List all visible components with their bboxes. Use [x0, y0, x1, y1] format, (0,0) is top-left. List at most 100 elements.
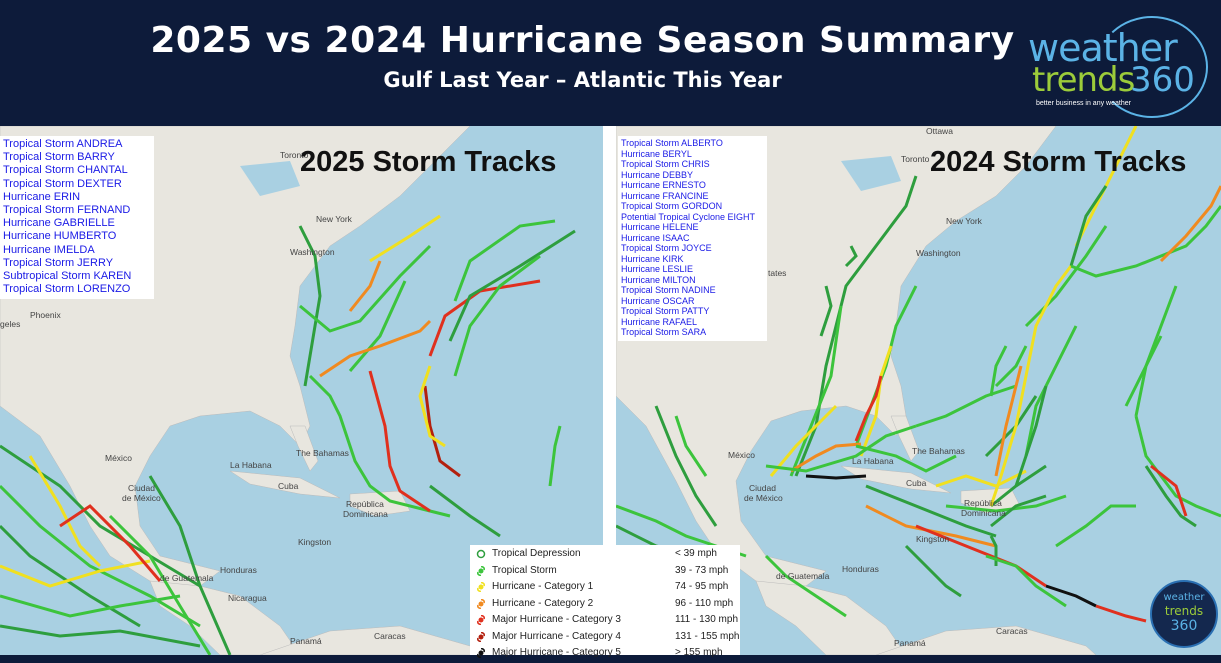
place-honduras: Honduras	[220, 565, 257, 575]
place-dominicana: Dominicana	[961, 508, 1006, 518]
logo-word-trends: trends	[1032, 60, 1135, 100]
place-de-mexico: de México	[122, 493, 161, 503]
storm-list-item: Tropical Storm ANDREA	[3, 138, 123, 150]
place-bahamas: The Bahamas	[912, 446, 965, 456]
storm-list-item: Tropical Storm DEXTER	[3, 177, 122, 190]
legend-row: Major Hurricane - Category 4 131 - 155 mp…	[470, 631, 740, 647]
storm-list-item: Hurricane ERNESTO	[621, 180, 706, 190]
storm-list-item: Tropical Storm NADINE	[621, 285, 716, 295]
storm-list-item: Tropical Storm JERRY	[3, 256, 114, 269]
place-bahamas: The Bahamas	[296, 448, 349, 458]
logo-word-360: 360	[1130, 60, 1195, 100]
place-toronto: Toronto	[280, 150, 309, 160]
legend-speed: 131 - 155 mph	[675, 630, 740, 642]
place-panama: Panamá	[894, 638, 926, 648]
place-angeles: geles	[0, 319, 21, 329]
storm-list-item: Tropical Storm ALBERTO	[621, 138, 723, 148]
intensity-legend: Tropical Depression < 39 mph Tropical Stor…	[470, 545, 740, 658]
hurricane-swirl-icon	[477, 615, 485, 625]
storm-list-2025: Tropical Storm ANDREA Tropical Storm BARR…	[0, 136, 154, 300]
hurricane-swirl-icon	[477, 598, 485, 609]
place-caracas: Caracas	[996, 626, 1028, 636]
weathertrends360-badge: weather trends 360	[1150, 580, 1218, 648]
hurricane-swirl-icon	[477, 582, 485, 592]
place-nicaragua: Nicaragua	[228, 593, 267, 603]
hurricane-swirl-icon	[477, 565, 485, 576]
place-guatemala: de Guatemala	[776, 571, 830, 581]
place-caracas: Caracas	[374, 631, 406, 641]
storm-list-item: Tropical Storm JOYCE	[621, 243, 712, 253]
storm-list-item: Hurricane MILTON	[621, 274, 696, 285]
map-2025-title: 2025 Storm Tracks	[300, 146, 557, 178]
storm-list-item: Tropical Storm LORENZO	[3, 283, 131, 296]
storm-list-item: Tropical Storm CHANTAL	[3, 164, 128, 177]
storm-list-item: Tropical Storm CHRIS	[621, 159, 710, 169]
place-washington: Washington	[290, 247, 335, 257]
storm-list-item: Hurricane HUMBERTO	[3, 230, 117, 243]
storm-list-item: Hurricane IMELDA	[3, 243, 95, 256]
logo-tagline: better business in any weather	[1036, 100, 1131, 107]
place-republica: República	[964, 498, 1002, 508]
place-la-habana: La Habana	[852, 456, 894, 466]
storm-list-item: Hurricane FRANCINE	[621, 190, 709, 201]
storm-list-item: Hurricane HELENE	[621, 222, 699, 232]
storm-list-item: Hurricane KIRK	[621, 253, 684, 264]
legend-row: Major Hurricane - Category 3 111 - 130 mp…	[470, 614, 740, 630]
legend-speed: < 39 mph	[675, 548, 717, 559]
storm-list-item: Hurricane BERYL	[621, 148, 692, 159]
storm-list-item: Hurricane ERIN	[3, 190, 81, 203]
legend-label: Major Hurricane - Category 3	[492, 614, 621, 625]
legend-speed: 74 - 95 mph	[675, 581, 729, 592]
storm-list-item: Hurricane RAFAEL	[621, 316, 698, 327]
map-divider	[603, 126, 616, 655]
place-new-york: New York	[946, 216, 982, 226]
storm-list-item: Tropical Storm GORDON	[621, 201, 723, 211]
storm-list-item: Hurricane ISAAC	[621, 232, 690, 243]
place-phoenix: Phoenix	[30, 310, 61, 320]
storm-list-item: Subtropical Storm KAREN	[3, 270, 132, 283]
place-dominicana: Dominicana	[343, 509, 388, 519]
legend-row: Hurricane - Category 2 96 - 110 mph	[470, 598, 740, 614]
place-kingston: Kingston	[916, 534, 950, 544]
legend-row: Major Hurricane - Category 5 > 155 mph	[470, 647, 740, 663]
storm-list-item: Hurricane LESLIE	[621, 264, 694, 274]
place-states: tates	[768, 268, 787, 278]
logo-word-weather: weather	[1028, 26, 1178, 70]
place-de-mexico: de México	[744, 493, 783, 503]
place-new-york: New York	[316, 214, 352, 224]
storm-list-item: Hurricane OSCAR	[621, 295, 695, 306]
badge-word-trends: trends	[1164, 604, 1204, 618]
legend-speed: > 155 mph	[675, 647, 723, 658]
place-honduras: Honduras	[842, 564, 879, 574]
legend-label: Tropical Depression	[492, 548, 581, 559]
legend-label: Major Hurricane - Category 4	[492, 630, 621, 642]
place-toronto: Toronto	[901, 154, 930, 164]
legend-row: Tropical Storm 39 - 73 mph	[470, 565, 740, 581]
legend-label: Hurricane - Category 1	[492, 581, 594, 592]
page-subtitle: Gulf Last Year – Atlantic This Year	[383, 68, 782, 92]
storm-list-item: Tropical Storm SARA	[621, 327, 707, 337]
map-2024-basemap	[616, 126, 1221, 655]
map-2024-title: 2024 Storm Tracks	[930, 146, 1187, 178]
place-panama: Panamá	[290, 636, 322, 646]
place-cuba: Cuba	[278, 481, 299, 491]
legend-label: Major Hurricane - Category 5	[492, 647, 621, 658]
place-ciudad: Ciudad	[749, 483, 776, 493]
legend-label: Hurricane - Category 2	[492, 597, 594, 609]
storm-list-item: Potential Tropical Cyclone EIGHT	[621, 211, 756, 222]
place-ciudad: Ciudad	[128, 483, 155, 493]
storm-list-2024: Tropical Storm ALBERTO Hurricane BERYL Tro…	[618, 136, 767, 341]
place-republica: República	[346, 499, 384, 509]
place-ottawa: Ottawa	[926, 126, 953, 136]
badge-word-360: 360	[1170, 618, 1198, 634]
place-guatemala: de Guatemala	[160, 573, 214, 583]
legend-speed: 39 - 73 mph	[675, 564, 729, 576]
weathertrends360-logo: weather trends 360 better business in an…	[1022, 16, 1212, 118]
hurricane-swirl-icon	[477, 631, 485, 642]
hurricane-swirl-icon	[477, 648, 485, 658]
header-banner: 2025 vs 2024 Hurricane Season Summary Gu…	[0, 0, 1221, 126]
place-washington: Washington	[916, 248, 961, 258]
place-mexico: México	[728, 450, 755, 460]
legend-row: Tropical Depression < 39 mph	[470, 548, 740, 564]
depression-circle-icon	[476, 549, 486, 559]
